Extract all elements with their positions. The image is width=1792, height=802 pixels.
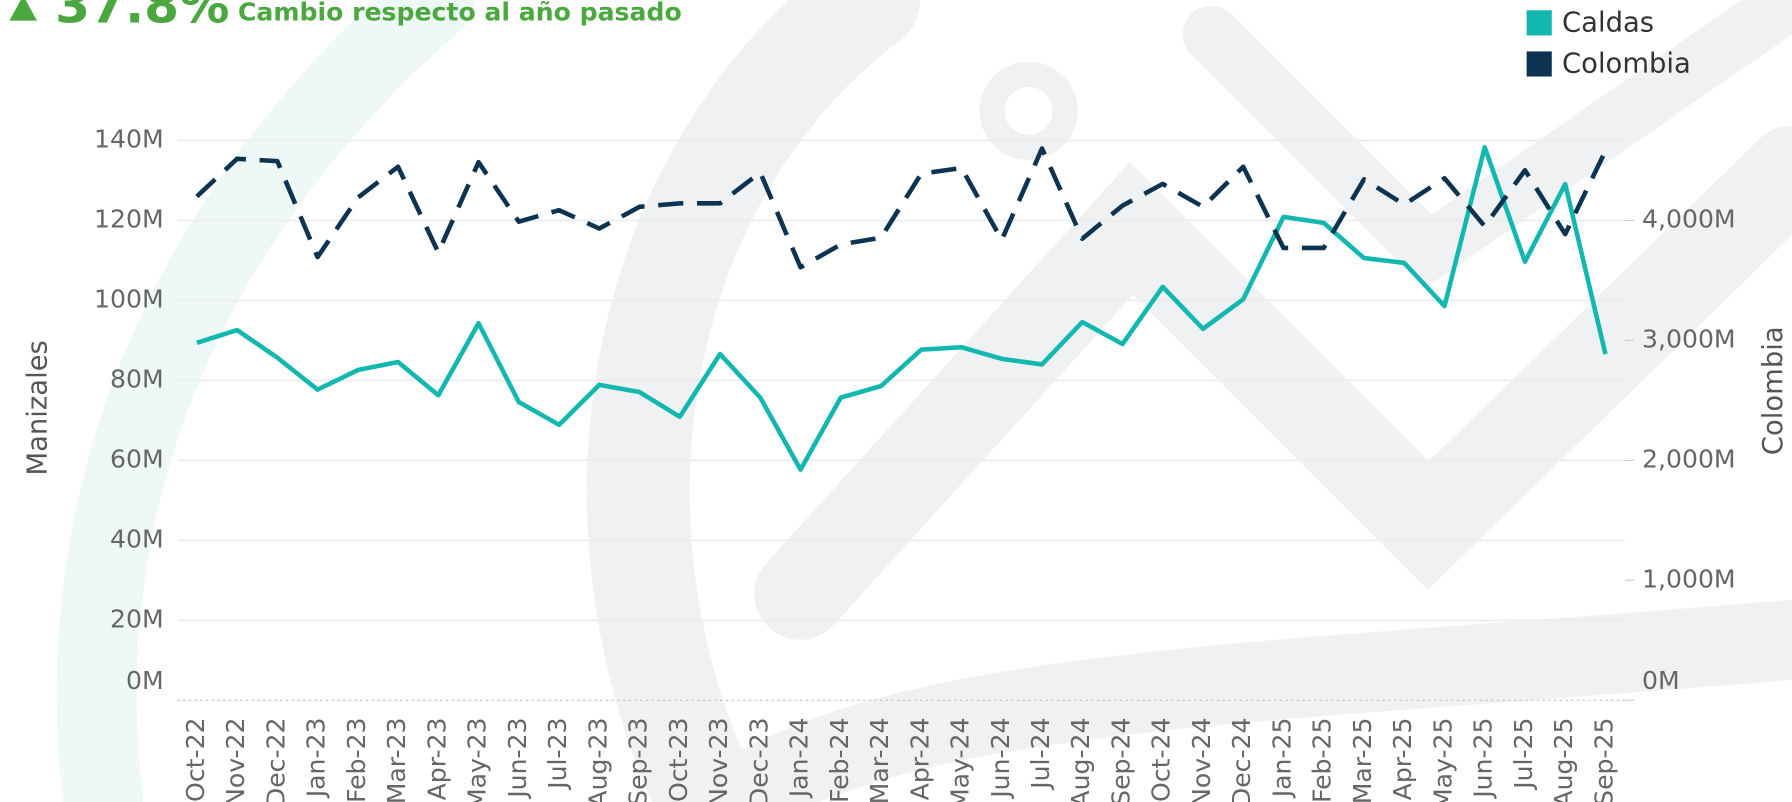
x-tick-label: Feb-23 xyxy=(342,717,371,802)
x-tick-label: Nov-23 xyxy=(704,717,733,802)
x-tick-label: May-23 xyxy=(463,717,492,802)
x-tick-label: Apr-23 xyxy=(422,717,451,800)
x-tick-label: Mar-23 xyxy=(382,717,411,802)
x-tick-label: Sep-25 xyxy=(1589,717,1618,802)
x-tick-label: Mar-24 xyxy=(865,717,894,802)
y-tick-label: 100M xyxy=(94,284,164,313)
y2-tick-label: 3,000M xyxy=(1642,324,1736,353)
legend-label: Colombia xyxy=(1562,49,1691,80)
watermark xyxy=(56,0,1792,802)
x-tick-label: Aug-24 xyxy=(1066,717,1095,802)
x-tick-label: Aug-23 xyxy=(583,717,612,802)
series-line xyxy=(196,145,1608,472)
y-tick-label: 20M xyxy=(110,604,164,633)
x-tick-label: Aug-25 xyxy=(1549,717,1578,802)
change-label: Cambio respecto al año pasado xyxy=(238,0,682,27)
x-tick-label: Oct-23 xyxy=(664,717,693,801)
up-arrow-icon xyxy=(9,0,37,21)
x-tick-label: Jul-25 xyxy=(1509,717,1538,790)
x-tick-label: Sep-24 xyxy=(1106,717,1135,802)
x-tick-label: Dec-24 xyxy=(1227,717,1256,802)
x-tick-label: May-24 xyxy=(946,717,975,802)
x-tick-label: Apr-24 xyxy=(905,717,934,800)
y2-tick-label: 2,000M xyxy=(1642,444,1736,473)
y2-tick-label: 0M xyxy=(1642,666,1680,695)
x-tick-label: May-25 xyxy=(1428,717,1457,802)
x-tick-label: Dec-23 xyxy=(744,717,773,802)
x-tick-label: Jul-24 xyxy=(1026,717,1055,790)
x-tick-label: Nov-22 xyxy=(221,717,250,802)
y-tick-label: 0M xyxy=(126,666,164,695)
x-tick-label: Oct-24 xyxy=(1147,717,1176,801)
y-tick-label: 60M xyxy=(110,444,164,473)
x-tick-label: Feb-25 xyxy=(1308,717,1337,802)
y-tick-label: 40M xyxy=(110,524,164,553)
x-tick-label: Feb-24 xyxy=(825,717,854,802)
x-tick-label: Jan-24 xyxy=(785,717,814,799)
x-tick-label: Jun-23 xyxy=(503,717,532,799)
legend-swatch xyxy=(1526,10,1552,36)
x-tick-label: Jun-25 xyxy=(1469,717,1498,799)
y-tick-label: 80M xyxy=(110,364,164,393)
y-axis-title: Manizales xyxy=(23,340,54,475)
change-value: 37.8% xyxy=(55,0,229,35)
y2-axis-title: Colombia xyxy=(1758,326,1789,455)
x-tick-label: Jul-23 xyxy=(543,717,572,790)
x-tick-label: Jan-23 xyxy=(302,717,331,799)
y2-tick-label: 4,000M xyxy=(1642,204,1736,233)
x-tick-label: Oct-22 xyxy=(181,717,210,801)
legend-swatch xyxy=(1526,51,1552,77)
y-tick-label: 140M xyxy=(94,125,164,154)
x-tick-label: Nov-24 xyxy=(1187,717,1216,802)
x-tick-label: Apr-25 xyxy=(1388,717,1417,800)
x-tick-label: Mar-25 xyxy=(1348,717,1377,802)
y2-tick-label: 1,000M xyxy=(1642,564,1736,593)
x-tick-label: Jan-25 xyxy=(1267,717,1296,799)
series-line xyxy=(195,146,1608,270)
x-tick-label: Sep-23 xyxy=(624,717,653,802)
x-tick-label: Jun-24 xyxy=(986,717,1015,799)
legend-label: Caldas xyxy=(1562,7,1654,38)
x-tick-label: Dec-22 xyxy=(261,717,290,802)
y-tick-label: 120M xyxy=(94,204,164,233)
